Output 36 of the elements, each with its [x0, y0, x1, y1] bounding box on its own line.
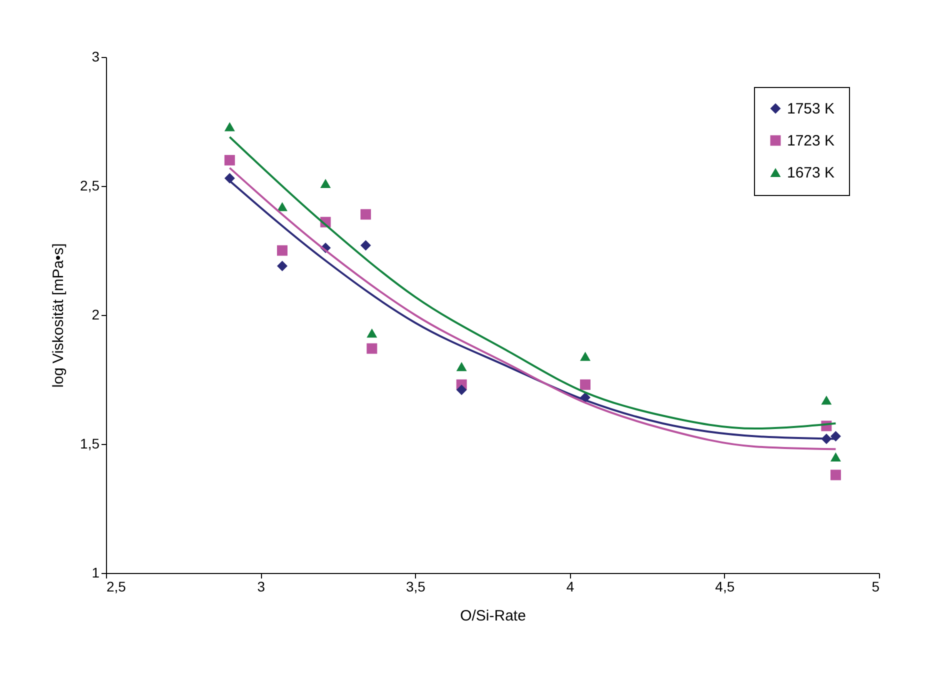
x-tick-label: 4	[566, 578, 574, 594]
line-series	[228, 136, 837, 430]
point	[360, 240, 371, 251]
y-tick-label: 2,5	[80, 178, 100, 194]
point	[580, 352, 591, 361]
point	[821, 396, 832, 405]
point	[366, 328, 378, 338]
legend-label: 1723 K	[787, 132, 835, 150]
point	[830, 452, 841, 462]
point	[224, 122, 235, 132]
point	[277, 245, 288, 256]
y-tick-label: 2	[92, 306, 100, 322]
legend-label: 1673 K	[787, 164, 835, 182]
x-tick-label: 5	[872, 578, 880, 594]
point	[366, 343, 378, 354]
point	[580, 379, 591, 390]
point	[224, 154, 235, 166]
x-tick-label: 3,5	[406, 578, 426, 594]
point	[830, 470, 841, 480]
y-tick-label: 1	[92, 564, 100, 580]
x-tick-label: 2,5	[106, 578, 126, 594]
x-tick-label: 4,5	[715, 578, 735, 594]
legend-label: 1753 K	[787, 100, 835, 118]
x-axis-title: O/Si-Rate	[460, 608, 526, 624]
y-tick-label: 1,5	[80, 436, 100, 452]
point	[360, 209, 371, 220]
point	[456, 384, 467, 396]
point	[224, 173, 235, 184]
point	[277, 260, 288, 272]
x-tick-label: 3	[257, 578, 266, 594]
point	[277, 202, 288, 212]
y-tick-label: 3	[92, 48, 100, 64]
point	[320, 178, 331, 188]
point	[830, 431, 841, 442]
y-axis-title: log Viskosität [mPa•s]	[50, 243, 68, 388]
point	[456, 362, 467, 372]
